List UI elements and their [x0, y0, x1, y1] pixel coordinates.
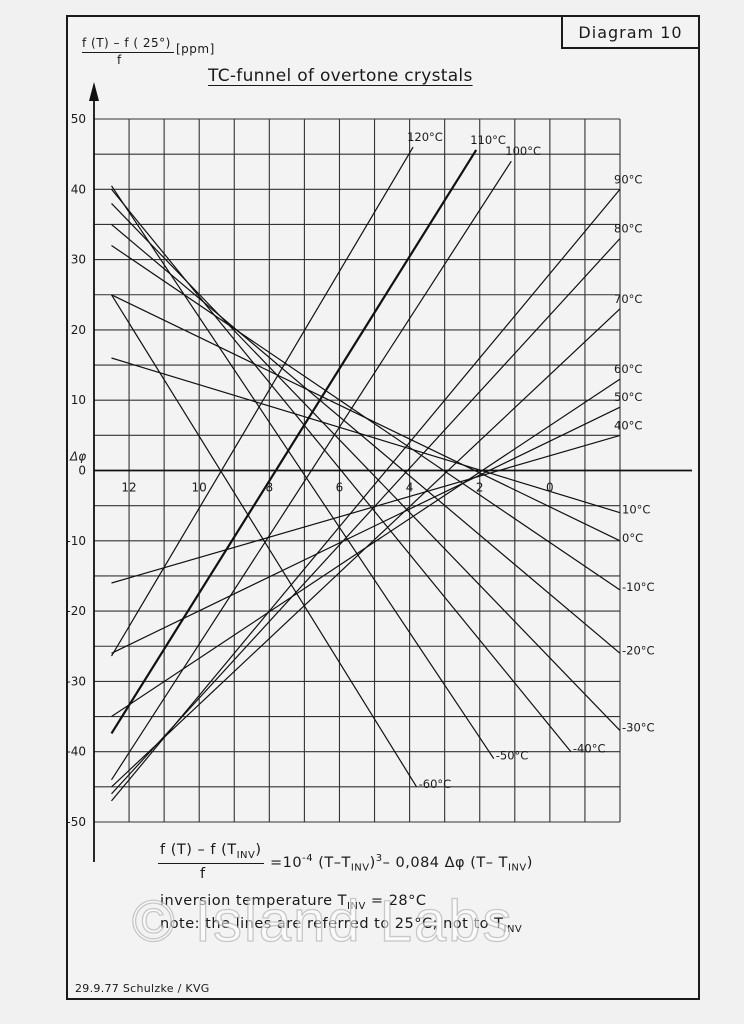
series-label: 80°C	[614, 222, 642, 236]
y-axis-label-denominator: f	[117, 53, 122, 67]
y-axis-arrow-icon	[89, 82, 99, 101]
series-label: -40°C	[573, 742, 606, 756]
y-tick-label: 0	[78, 464, 86, 478]
series-label: -50°C	[496, 749, 529, 763]
series-label: -10°C	[622, 580, 655, 594]
y-tick-label: -30	[66, 674, 86, 688]
series-label: -30°C	[622, 721, 655, 735]
series-label: 50°C	[614, 390, 642, 404]
diagram-label: Diagram 10	[561, 15, 700, 49]
chart-title: TC-funnel of overtone crystals	[208, 66, 473, 86]
series-line	[111, 238, 621, 795]
y-tick-label: -10	[66, 534, 86, 548]
series-line	[110, 149, 478, 734]
y-tick-label: -50	[66, 815, 86, 829]
y-tick-label: 20	[71, 323, 86, 337]
series-line	[111, 378, 621, 717]
y-axis-label-numerator: f (T) – f ( 25°)	[82, 36, 171, 50]
series-label: -20°C	[622, 643, 655, 657]
y-axis-label-fraction-bar	[82, 52, 174, 53]
diagram-frame	[66, 15, 700, 1000]
series-line	[111, 223, 621, 654]
series-line	[111, 434, 621, 584]
footer-signature: 29.9.77 Schulzke / KVG	[75, 982, 210, 995]
y-tick-label: -20	[66, 604, 86, 618]
x-tick-label: 0	[546, 481, 554, 495]
x-tick-label: 2	[476, 481, 484, 495]
x-tick-label: 12	[121, 481, 136, 495]
x-tick-label: 8	[266, 481, 274, 495]
series-line	[111, 245, 621, 591]
x-tick-label: 10	[192, 481, 207, 495]
series-line	[110, 160, 512, 781]
y-tick-label: -40	[66, 745, 86, 759]
series-label: 120°C	[407, 130, 443, 144]
series-label: -60°C	[419, 777, 452, 791]
reference-note-text: note: the lines are referred to 25°C; no…	[160, 916, 523, 935]
x-axis-symbol: Δφ	[69, 450, 86, 464]
y-tick-label: 40	[71, 182, 86, 196]
series-line	[110, 146, 414, 657]
inversion-temperature-text: inversion temperature TINV = 28°C	[160, 893, 427, 912]
series-line	[111, 185, 495, 760]
series-label: 40°C	[614, 418, 642, 432]
formula-rhs: =10-4 (T–TINV)3– 0,084 Δφ (T– TINV)	[270, 853, 533, 874]
y-tick-label: 30	[71, 253, 86, 267]
x-tick-label: 4	[406, 481, 414, 495]
series-line	[111, 357, 621, 514]
formula-numerator: f (T) – f (TINV)	[160, 842, 262, 861]
series-line	[110, 294, 418, 788]
series-label: 60°C	[614, 362, 642, 376]
series-label: 70°C	[614, 292, 642, 306]
watermark: © Island Labs	[131, 888, 514, 954]
series-line	[111, 188, 621, 802]
series-label: 0°C	[622, 531, 643, 545]
formula-denominator: f	[200, 866, 206, 882]
series-label: 10°C	[622, 503, 650, 517]
series-label: 90°C	[614, 172, 642, 186]
y-tick-label: 10	[71, 393, 86, 407]
y-axis-label-unit: [ppm]	[176, 42, 215, 56]
series-line	[111, 188, 572, 753]
formula-fraction-bar	[158, 863, 264, 864]
series-label: 110°C	[470, 133, 506, 147]
series-label: 100°C	[505, 144, 541, 158]
series-line	[111, 406, 621, 654]
y-tick-label: 50	[71, 112, 86, 126]
series-line	[111, 202, 621, 732]
x-tick-label: 6	[336, 481, 344, 495]
